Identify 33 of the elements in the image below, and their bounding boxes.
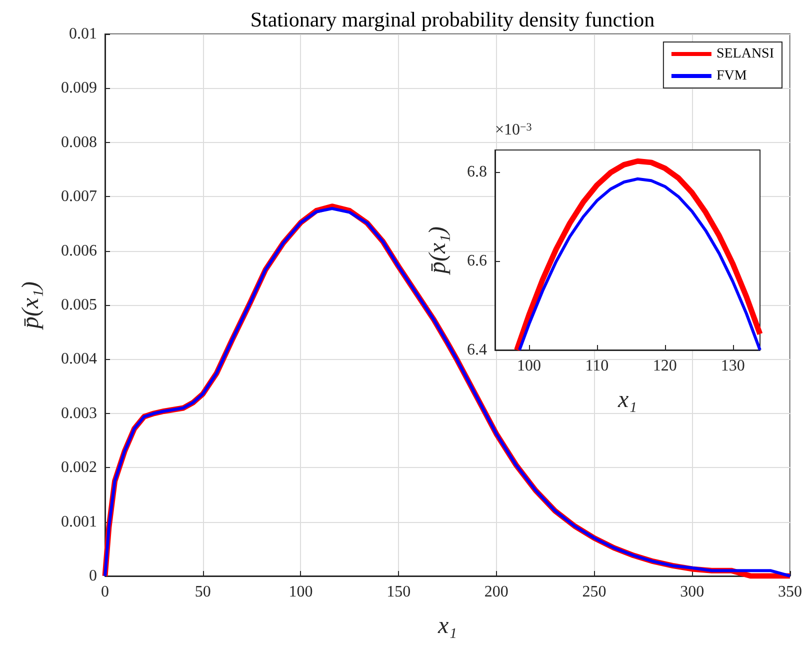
y-tick-label: 0.003 — [61, 404, 97, 422]
x-tick-label: 120 — [652, 358, 677, 374]
y-tick-label: 0 — [89, 568, 97, 584]
legend-label: FVM — [716, 68, 748, 84]
y-tick-label: 6.8 — [467, 164, 487, 181]
x-tick-label: 150 — [386, 584, 411, 600]
y-tick-label: 0.008 — [61, 134, 97, 151]
x-tick-label: 50 — [194, 584, 211, 600]
y-tick-label: 6.4 — [467, 342, 487, 358]
x-tick-label: 200 — [484, 584, 508, 600]
y-tick-label: 0.001 — [61, 513, 97, 530]
chart-title: Stationary marginal probability density function — [250, 8, 656, 32]
x-tick-label: 100 — [288, 584, 313, 600]
y-axis-title: p̄(x₁) — [425, 226, 451, 276]
y-tick-label: 0.01 — [69, 26, 97, 42]
y-tick-label: 0.005 — [61, 296, 97, 314]
y-tick-label: 0.002 — [61, 459, 97, 476]
y-tick-label: 0.006 — [61, 242, 97, 260]
x-tick-label: 250 — [582, 584, 606, 600]
x-axis-title: x₁ — [437, 613, 457, 639]
y-axis-title: p̄(x₁) — [18, 282, 44, 330]
x-tick-label: 100 — [516, 358, 541, 374]
x-tick-label: 130 — [720, 358, 745, 374]
x-tick-label: 0 — [101, 584, 109, 600]
y-tick-label: 0.007 — [61, 188, 97, 206]
legend-label: SELANSI — [716, 46, 774, 62]
x-tick-label: 110 — [585, 358, 609, 374]
x-tick-label: 300 — [680, 584, 704, 600]
y-tick-label: 0.009 — [61, 80, 97, 97]
x-axis-title: x₁ — [617, 387, 637, 413]
x-tick-label: 350 — [778, 584, 802, 600]
y-tick-label: 6.6 — [467, 252, 487, 270]
y-tick-label: 0.004 — [61, 350, 97, 368]
